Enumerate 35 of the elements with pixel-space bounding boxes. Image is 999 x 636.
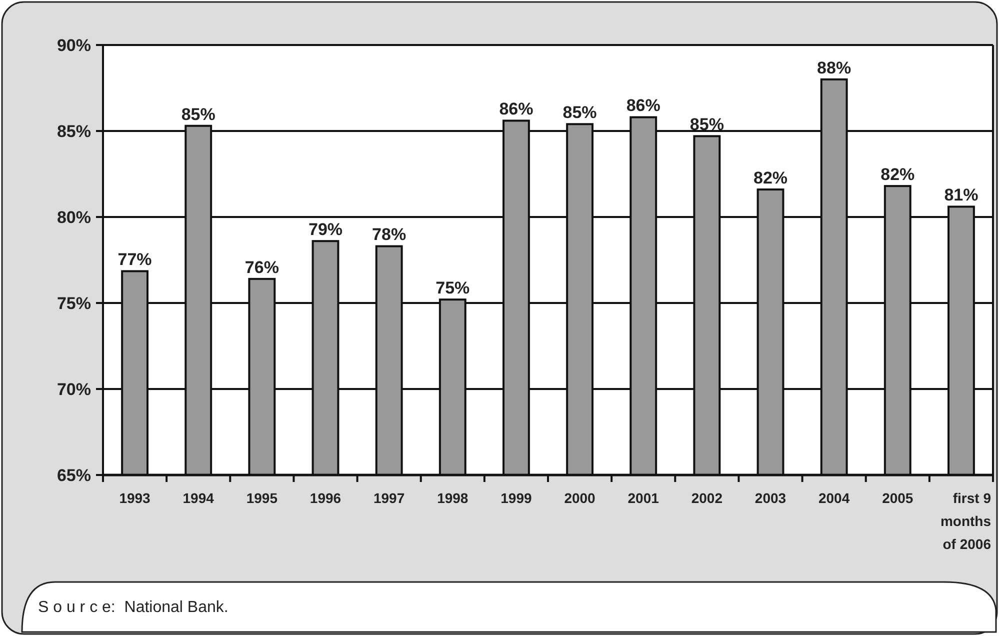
x-tick-label: first 9 months of 2006 [940, 490, 992, 552]
y-tick-label: 70% [56, 380, 91, 399]
data-label: 79% [308, 220, 343, 240]
x-tick-label: 1993 [119, 490, 151, 506]
x-tick-label: 2002 [691, 490, 723, 506]
x-tick-label: 1998 [437, 490, 468, 506]
y-tick-label: 75% [56, 294, 91, 313]
data-label: 76% [244, 258, 279, 277]
x-tick-label: 2000 [564, 490, 596, 506]
x-tick-label: 2003 [754, 490, 786, 506]
data-label: 78% [372, 225, 406, 244]
data-label: 86% [499, 100, 534, 119]
data-label: 81% [944, 186, 978, 205]
data-label: 85% [562, 103, 597, 122]
data-label: 85% [181, 104, 216, 124]
y-tick-label: 90% [56, 36, 91, 55]
x-tick-label: 1996 [310, 490, 342, 506]
data-label: 82% [880, 165, 915, 184]
x-tick-label: 2004 [818, 490, 850, 506]
y-tick-label: 65% [56, 466, 91, 485]
x-tick-label: 1995 [246, 490, 278, 506]
y-tick-label: 85% [56, 122, 91, 141]
x-tick-label: 1997 [373, 490, 405, 506]
x-tick-label: 2001 [628, 490, 660, 506]
x-tick-label: 1994 [182, 490, 214, 506]
x-tick-label: 1999 [500, 490, 532, 506]
data-label: 88% [817, 58, 852, 78]
x-tick-label: 2005 [882, 490, 914, 506]
text: S o u r c e: National Bank. [38, 599, 228, 616]
data-label: 77% [118, 250, 152, 270]
data-label: 85% [690, 115, 724, 134]
data-label: 75% [436, 278, 470, 298]
y-tick-label: 80% [56, 208, 91, 227]
data-label: 86% [626, 96, 660, 116]
data-label: 82% [753, 168, 788, 188]
